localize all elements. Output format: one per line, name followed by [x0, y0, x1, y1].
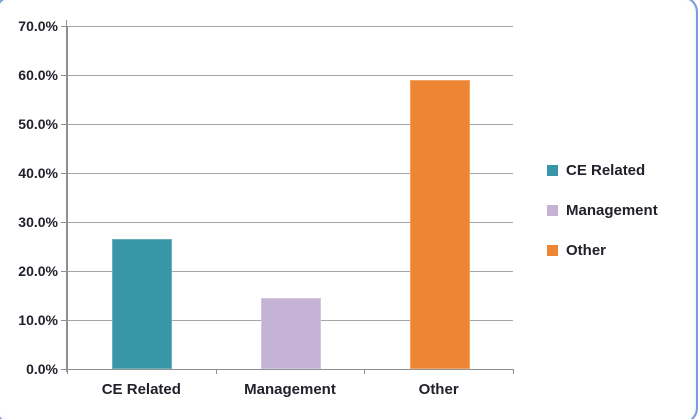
- x-tick-2: [364, 369, 366, 374]
- y-axis-label: 10.0%: [18, 312, 58, 328]
- y-tick-20: [61, 271, 67, 272]
- gridline-70: [68, 26, 513, 27]
- x-tick-0: [67, 369, 68, 374]
- x-axis-line: [61, 369, 513, 370]
- x-axis-label-management: Management: [244, 381, 336, 398]
- legend-label: CE Related: [566, 161, 646, 179]
- y-tick-60: [61, 75, 67, 76]
- gridline-30: [68, 222, 513, 223]
- bar-management[interactable]: [261, 297, 321, 369]
- y-axis-line: [66, 20, 67, 372]
- legend: CE Related Management Other: [547, 150, 658, 270]
- plot-area: [67, 26, 513, 369]
- gridline-50: [68, 124, 513, 125]
- x-axis-label-ce-related: CE Related: [101, 381, 181, 398]
- y-axis-label: 0.0%: [26, 361, 58, 377]
- x-axis-label-other: Other: [418, 381, 459, 398]
- legend-item-management[interactable]: Management: [547, 190, 658, 230]
- x-tick-1: [215, 369, 217, 374]
- legend-swatch-management: [547, 204, 558, 216]
- gridline-20: [68, 271, 513, 272]
- legend-label: Management: [566, 201, 658, 219]
- gridline-40: [68, 173, 513, 174]
- y-tick-0: [61, 369, 67, 370]
- legend-item-other[interactable]: Other: [547, 230, 658, 270]
- y-axis-label: 60.0%: [18, 67, 58, 83]
- y-axis-label: 30.0%: [18, 214, 58, 230]
- legend-swatch-ce-related: [547, 164, 558, 176]
- y-axis-label: 20.0%: [18, 263, 58, 279]
- bar-other[interactable]: [409, 79, 470, 369]
- legend-item-ce-related[interactable]: CE Related: [547, 150, 658, 190]
- y-tick-40: [61, 173, 67, 174]
- y-tick-50: [61, 124, 67, 125]
- legend-swatch-other: [547, 244, 558, 256]
- legend-label: Other: [566, 241, 607, 259]
- y-tick-10: [61, 320, 67, 321]
- gridline-60: [68, 75, 513, 76]
- x-tick-3: [513, 369, 514, 374]
- y-axis-label: 50.0%: [18, 116, 58, 132]
- y-tick-70: [61, 26, 67, 27]
- bar-ce-related[interactable]: [112, 239, 173, 369]
- y-axis-label: 70.0%: [18, 18, 58, 34]
- y-tick-30: [61, 222, 67, 223]
- y-axis-label: 40.0%: [18, 165, 58, 181]
